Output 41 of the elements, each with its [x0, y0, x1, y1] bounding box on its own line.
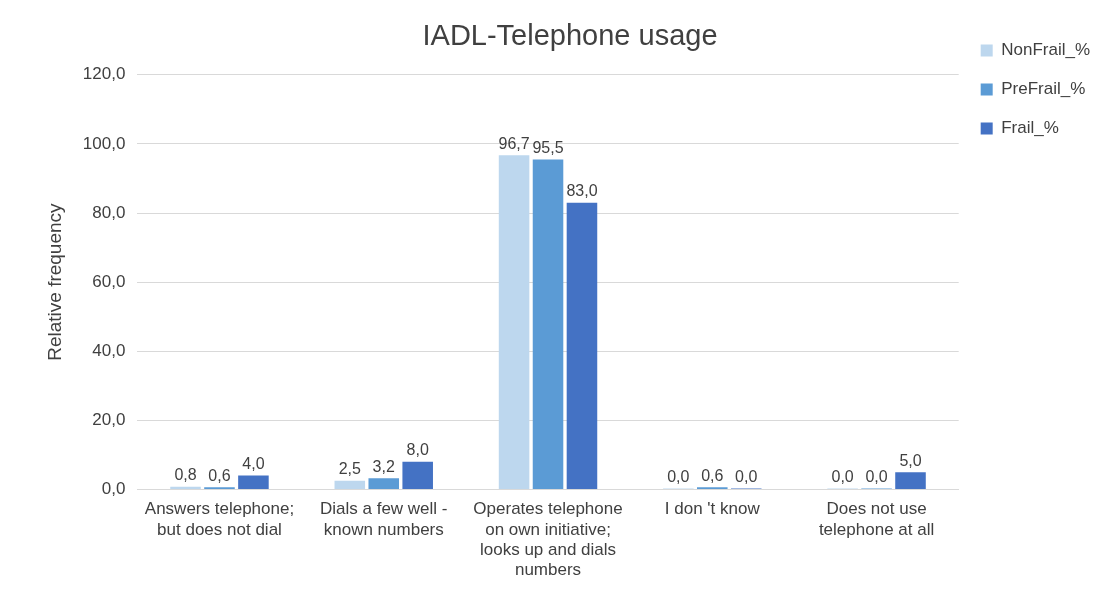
data-label: 0,0	[667, 467, 690, 485]
data-label: 0,0	[735, 467, 758, 485]
bar	[532, 159, 564, 489]
y-tick-label: 100,0	[82, 133, 126, 153]
y-tick-label: 20,0	[92, 409, 126, 429]
legend-label: NonFrail_%	[1001, 40, 1090, 60]
data-label: 0,6	[208, 466, 231, 484]
x-tick-label: Does not use telephone at all	[818, 499, 935, 539]
data-label: 0,8	[174, 466, 197, 484]
data-label: 0,0	[831, 467, 854, 485]
bar	[170, 486, 201, 489]
data-label: 5,0	[899, 451, 922, 469]
y-axis-title: Relative frequency	[43, 202, 65, 361]
bar	[566, 202, 598, 489]
x-tick-label: I don 't know	[664, 499, 761, 519]
data-label: 2,5	[338, 460, 362, 478]
bar	[238, 475, 269, 489]
data-label: 0,6	[701, 466, 724, 484]
data-label: 4,0	[242, 454, 265, 472]
y-tick-label: 40,0	[92, 340, 126, 360]
bar	[895, 472, 926, 489]
data-label: 95,5	[532, 138, 564, 156]
bar	[402, 461, 433, 489]
y-tick-label: 120,0	[82, 64, 126, 84]
y-tick-label: 80,0	[92, 202, 126, 222]
data-label: 8,0	[406, 441, 429, 459]
data-label: 0,0	[865, 467, 888, 485]
bar	[498, 155, 530, 489]
data-label: 96,7	[498, 134, 530, 152]
data-label: 3,2	[372, 457, 395, 475]
bar	[368, 478, 400, 489]
y-tick-label: 0,0	[101, 479, 126, 499]
y-tick-label: 60,0	[92, 271, 126, 291]
x-tick-label: Dials a few well - known numbers	[319, 499, 448, 539]
chart-title: IADL-Telephone usage	[422, 19, 718, 52]
legend-label: PreFrail_%	[1001, 79, 1086, 99]
x-tick-label: Answers telephone; but does not dial	[144, 499, 295, 539]
x-tick-label: Operates telephone on own initiative; looks up and dials numbers	[473, 499, 623, 580]
legend-label: Frail_%	[1001, 118, 1059, 138]
bar	[334, 480, 366, 489]
data-label: 83,0	[566, 182, 598, 200]
